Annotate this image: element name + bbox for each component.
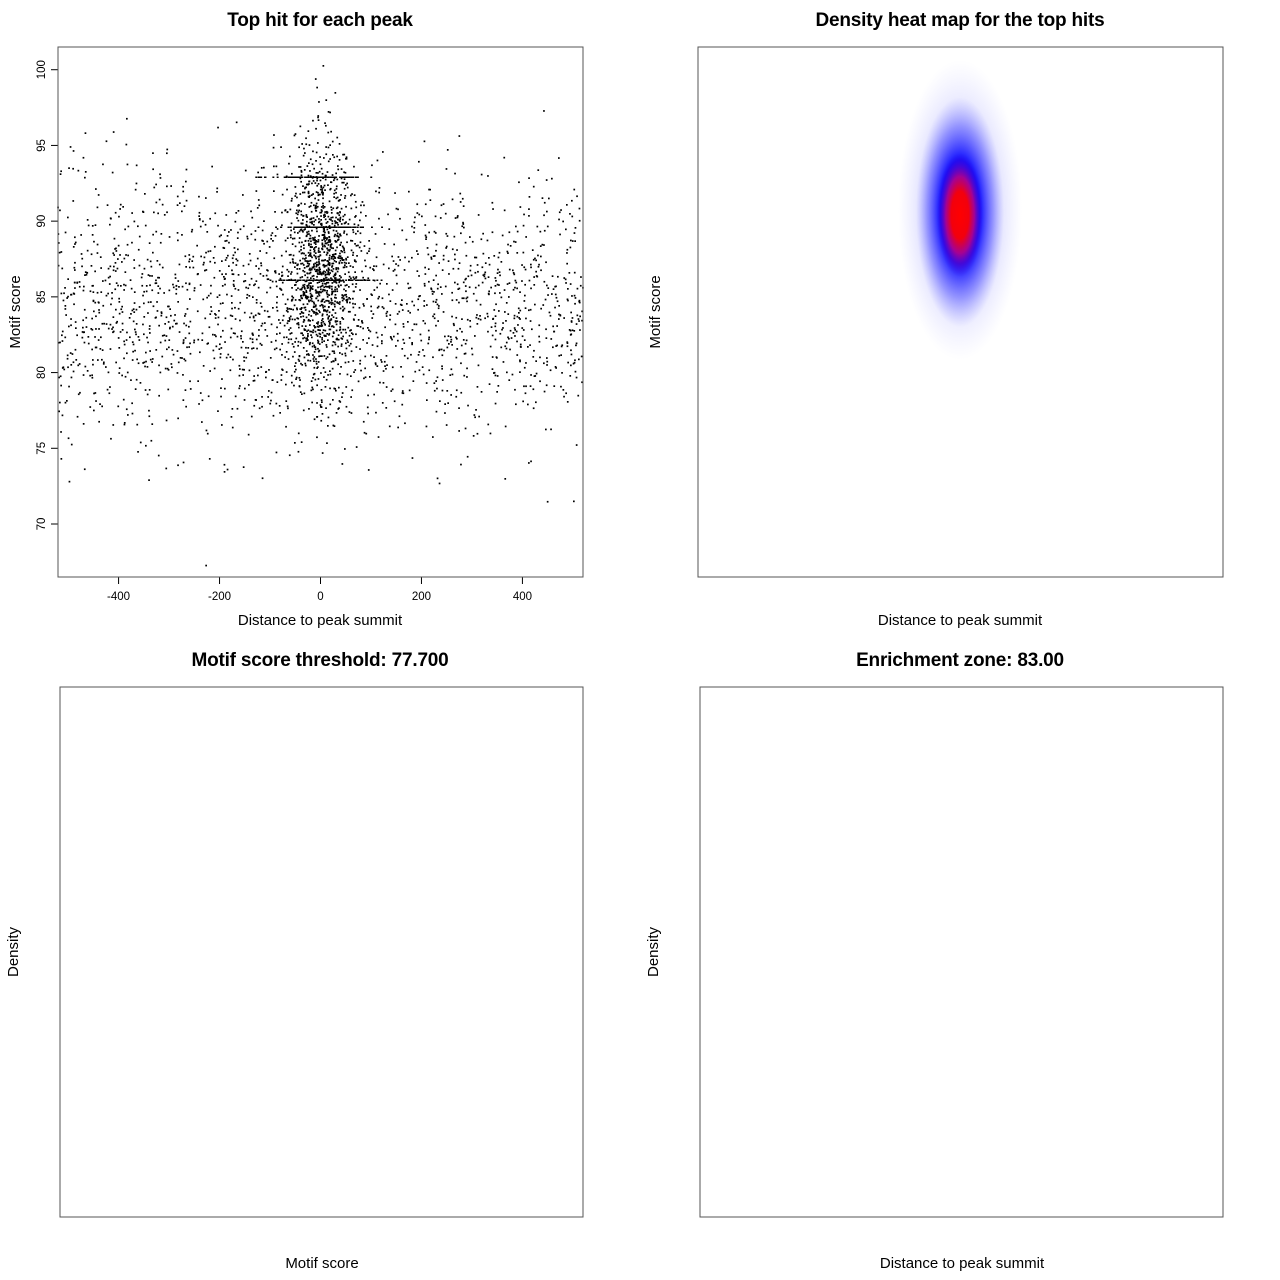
- y-axis-ticks-scatter: 70 75 80 85 90 95 100: [36, 60, 58, 530]
- panel-enrichment-zone-density: Enrichment zone: 83.00 Distance to peak …: [640, 640, 1280, 1280]
- plot-border-enrichment: [699, 686, 1224, 1218]
- x-tick-label: 0: [317, 591, 323, 603]
- x-tick-label: -200: [208, 591, 231, 603]
- y-axis-label-heatmap: Motif score: [647, 275, 664, 348]
- scatter-points: [57, 65, 584, 567]
- y-tick-label: 85: [36, 290, 48, 303]
- x-tick-label: 400: [513, 591, 532, 603]
- heatmap-density-field: [698, 47, 1223, 577]
- enrichment-density-plot-svg: Distance to peak summit Density: [645, 686, 1224, 1272]
- plot-border-heatmap: [697, 46, 1224, 578]
- x-axis-label-motif: Motif score: [285, 1255, 358, 1272]
- scatter-plot-svg: 70 75 80 85 90 95 100 -400 -200 0 200 400 Distance…: [7, 46, 584, 629]
- y-tick-label: 90: [36, 215, 48, 228]
- y-tick-label: 75: [36, 442, 48, 455]
- panel-title-top-hit: Top hit for each peak: [227, 10, 413, 31]
- plot-border-scatter: [57, 46, 584, 578]
- panel-title-motif-threshold: Motif score threshold: 77.700: [191, 650, 449, 671]
- panel-top-hit-scatter: Top hit for each peak 70 75 80 85 90 95 100 -4…: [0, 0, 640, 640]
- y-tick-label: 70: [36, 518, 48, 531]
- plot-border-motif: [59, 686, 584, 1218]
- panel-density-heatmap: Density heat map for the top hits: [640, 0, 1280, 640]
- y-axis-label-motif: Density: [5, 926, 22, 977]
- x-axis-label-enrichment: Distance to peak summit: [880, 1255, 1045, 1272]
- y-axis-label-scatter: Motif score: [7, 275, 24, 348]
- x-axis-label-heatmap: Distance to peak summit: [878, 612, 1043, 629]
- y-tick-label: 95: [36, 139, 48, 152]
- x-tick-label: -400: [107, 591, 130, 603]
- panel-title-enrichment-zone: Enrichment zone: 83.00: [856, 650, 1064, 671]
- x-axis-ticks-scatter: -400 -200 0 200 400: [107, 577, 532, 603]
- panel-motif-score-density: Motif score threshold: 77.700 Motif scor…: [0, 640, 640, 1280]
- panel-title-heatmap: Density heat map for the top hits: [815, 10, 1105, 31]
- x-tick-label: 200: [412, 591, 431, 603]
- motif-density-plot-svg: Motif score Density: [5, 686, 584, 1272]
- heatmap-plot-svg: Distance to peak summit Motif score: [647, 46, 1224, 629]
- y-axis-label-enrichment: Density: [645, 926, 662, 977]
- y-tick-label: 100: [36, 60, 48, 79]
- y-tick-label: 80: [36, 366, 48, 379]
- x-axis-label-scatter: Distance to peak summit: [238, 612, 403, 629]
